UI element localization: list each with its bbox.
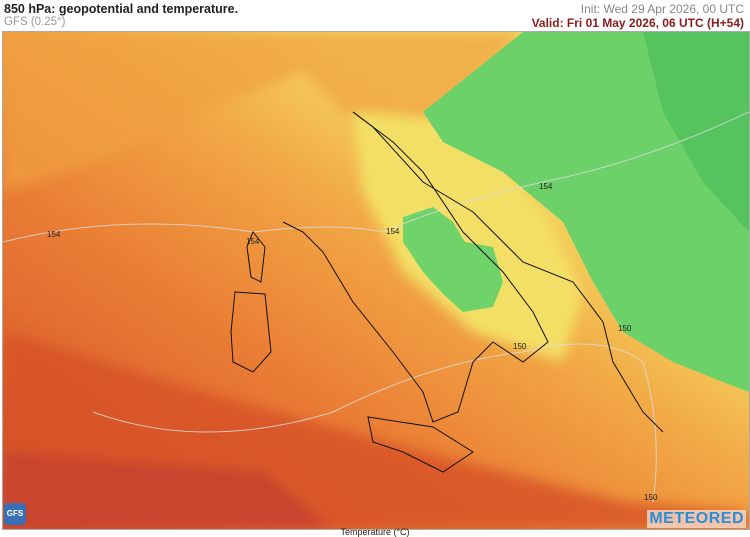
contour-label: 150: [618, 324, 632, 333]
legend-label: Temperature (°C): [340, 527, 410, 537]
map-title: 850 hPa: geopotential and temperature.: [4, 2, 239, 16]
weather-map[interactable]: 154 154 154 154 150 150 150: [2, 31, 750, 530]
contour-labels: 154 154 154 154 150 150 150: [47, 182, 658, 502]
meteored-logo: METEORED: [647, 510, 746, 528]
init-time: Init: Wed 29 Apr 2026, 00 UTC: [580, 2, 744, 16]
contour-label: 154: [539, 182, 553, 191]
contour-label: 150: [513, 342, 527, 351]
contour-label: 154: [47, 230, 61, 239]
valid-time: Valid: Fri 01 May 2026, 06 UTC (H+54): [531, 16, 744, 30]
cold-pocket: [403, 207, 503, 312]
gfs-logo: GFS: [4, 503, 26, 525]
model-label: GFS (0.25°): [4, 16, 66, 28]
cold-region: [423, 32, 749, 392]
contour-label: 154: [386, 227, 400, 236]
contour-label: 150: [644, 493, 658, 502]
contour-label: 154: [246, 237, 260, 246]
